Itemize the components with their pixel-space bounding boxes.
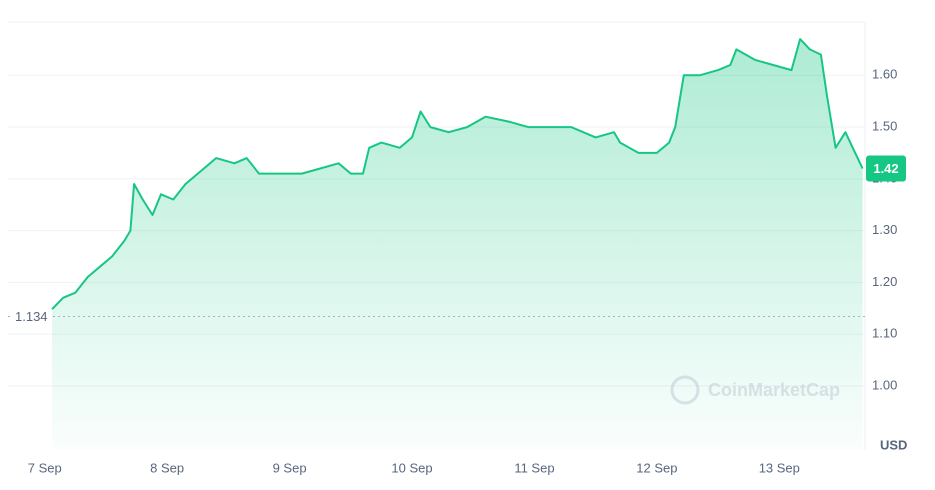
x-tick-label: 13 Sep [759,460,800,475]
y-tick-label: 1.50 [872,118,897,133]
x-tick-label: 12 Sep [636,460,677,475]
y-tick-label: 1.30 [872,222,897,237]
y-tick-label: 1.10 [872,326,897,341]
y-axis-label: USD [880,437,907,452]
y-tick-label: 1.00 [872,377,897,392]
x-tick-label: 9 Sep [273,460,307,475]
price-line [51,38,864,310]
watermark-text: CoinMarketCap [708,380,840,400]
watermark-logo [670,375,700,405]
current-price-badge [866,155,906,182]
price-area [52,39,863,450]
x-tick-label: 11 Sep [514,460,554,475]
y-tick-label: 1.60 [872,67,897,82]
watermark: CoinMarketCap [670,375,840,405]
plot [8,38,865,450]
reference-label: 1.134 [15,309,48,324]
reference-label-bg [12,307,50,326]
current-price-label: 1.42 [873,161,898,176]
y-tick-label: 1.20 [872,274,897,289]
x-tick-label: 10 Sep [391,460,432,475]
x-tick-label: 8 Sep [150,460,184,475]
x-tick-label: 7 Sep [28,460,62,475]
